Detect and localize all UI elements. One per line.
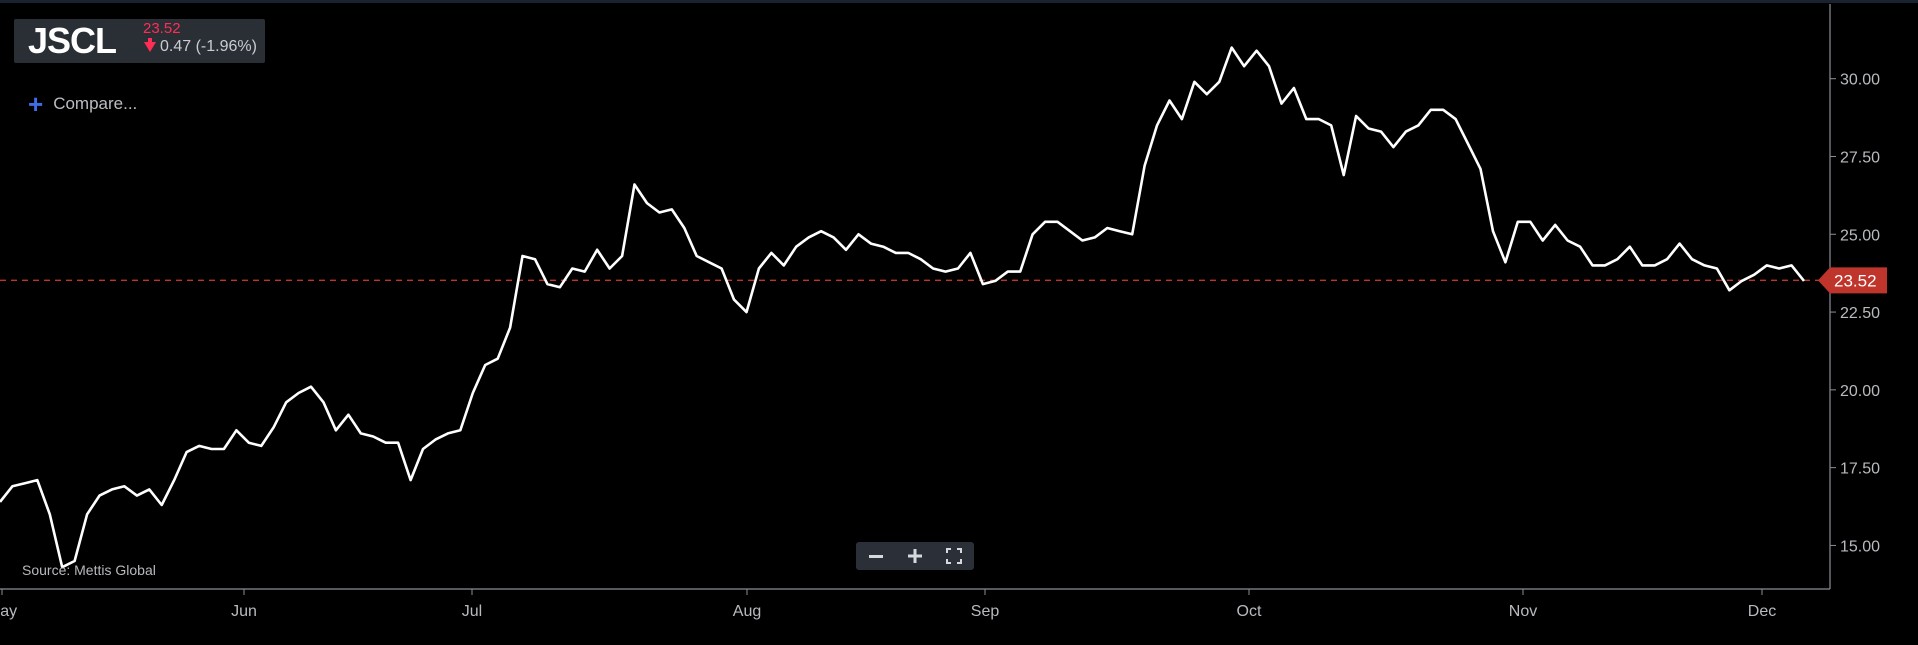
x-tick-label: Dec (1748, 603, 1776, 620)
ticker-summary: JSCL 23.52 0.47 (-1.96%) (14, 19, 265, 63)
x-tick-label: Aug (733, 603, 761, 620)
y-tick-label: 25.00 (1840, 227, 1880, 244)
y-tick-label: 17.50 (1840, 461, 1880, 478)
plus-icon (907, 549, 922, 563)
y-axis: 15.00 17.50 20.00 22.50 25.00 27.50 30.00 (1830, 72, 1880, 555)
ticker-symbol: JSCL (28, 20, 117, 61)
compare-button[interactable]: + Compare... (28, 89, 138, 119)
price-change: 0.47 (-1.96%) (160, 38, 257, 55)
minus-icon (868, 555, 883, 558)
y-tick-label: 30.00 (1840, 72, 1880, 89)
x-tick-label: May (0, 603, 17, 620)
down-arrow-icon-stem (148, 38, 152, 43)
x-tick-label: Oct (1237, 603, 1262, 620)
last-price-tag-label: 23.52 (1834, 271, 1877, 290)
fullscreen-icon (945, 548, 962, 564)
last-price: 23.52 (143, 20, 181, 37)
top-border (0, 0, 1918, 3)
last-price-tag: 23.52 (1818, 267, 1887, 294)
x-tick-label: Nov (1509, 603, 1537, 620)
plus-icon: + (28, 89, 44, 119)
x-tick-label: Jul (462, 603, 482, 620)
y-tick-label: 15.00 (1840, 538, 1880, 555)
last-price-tag-bg (1818, 267, 1887, 294)
compare-label: Compare... (53, 94, 138, 113)
source-label: Source: Mettis Global (22, 562, 156, 578)
zoom-out-button[interactable] (856, 542, 895, 570)
down-arrow-icon (144, 42, 156, 52)
y-tick-label: 27.50 (1840, 149, 1880, 166)
zoom-in-button[interactable] (895, 542, 934, 570)
x-tick-label: Jun (231, 603, 257, 620)
price-series-line (0, 46, 1806, 569)
x-tick-label: Sep (971, 603, 1000, 620)
fullscreen-button[interactable] (934, 542, 973, 570)
zoom-controls (856, 542, 974, 570)
x-axis: May Jun Jul Aug Sep Oct Nov Dec (0, 589, 1776, 620)
y-tick-label: 22.50 (1840, 305, 1880, 322)
y-tick-label: 20.00 (1840, 383, 1880, 400)
